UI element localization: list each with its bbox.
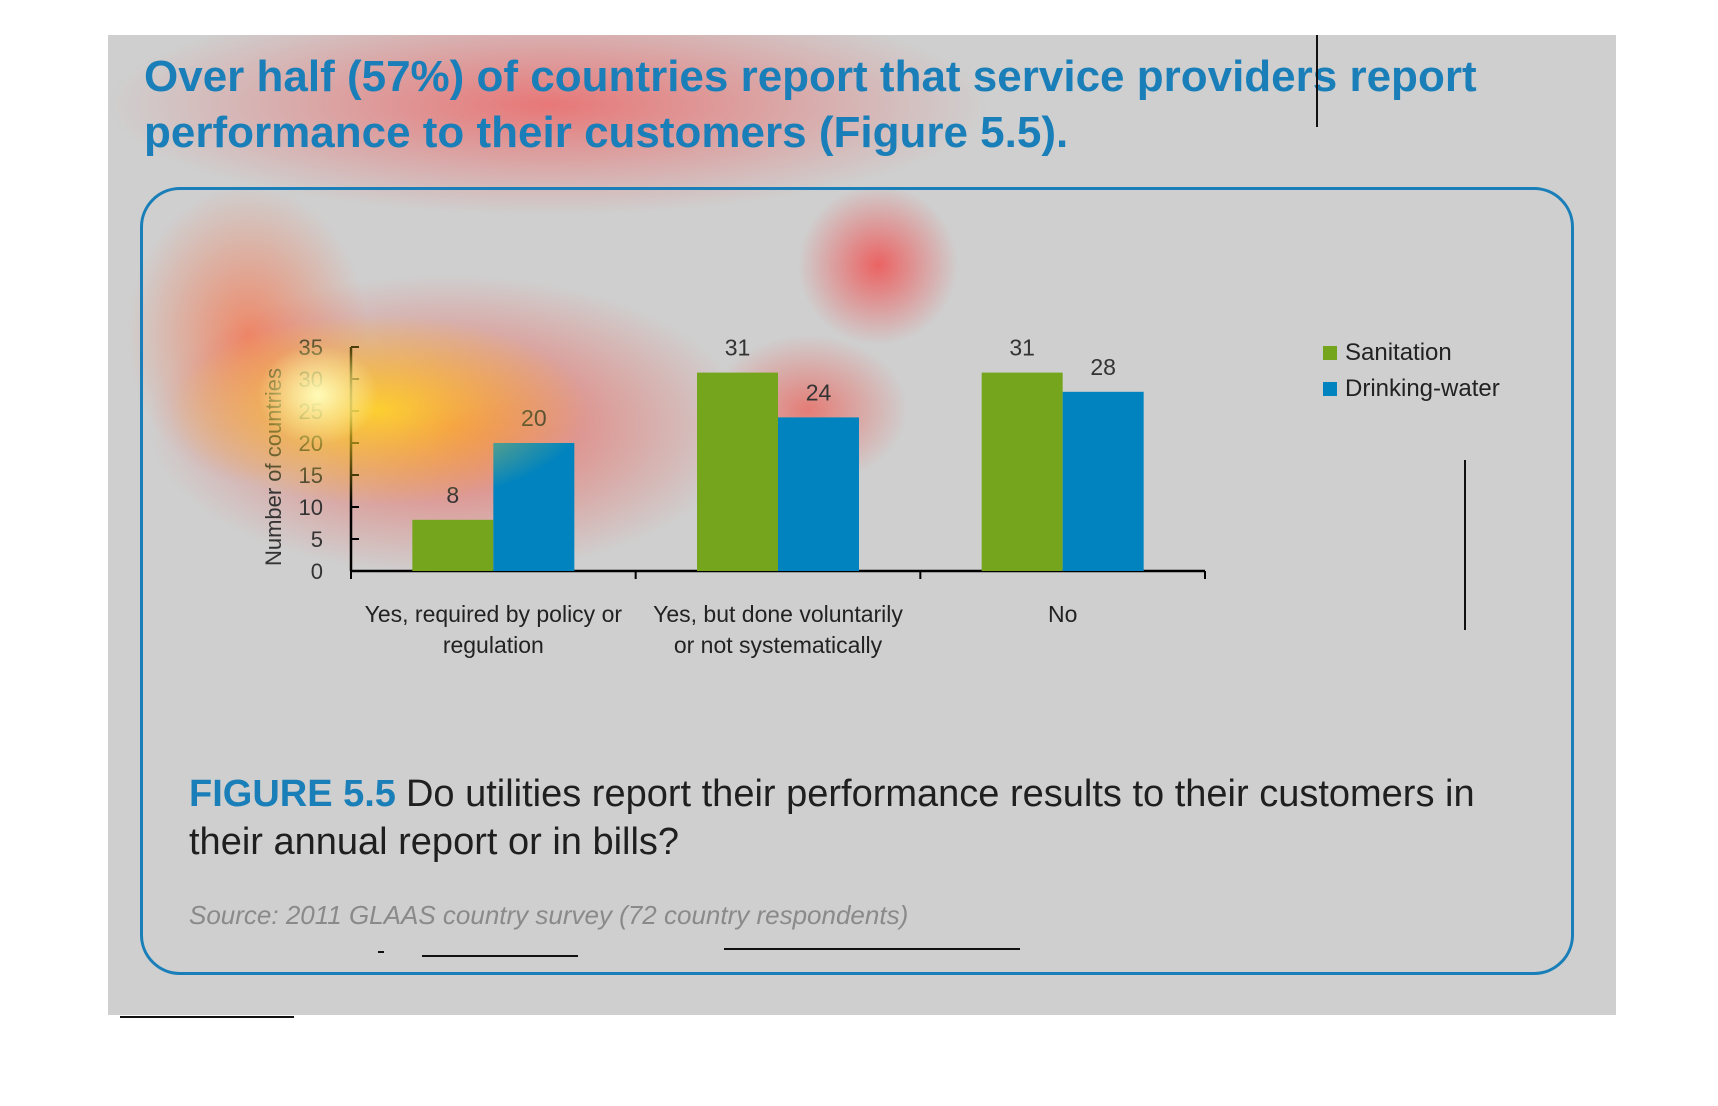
- bar-sanitation: [981, 372, 1063, 571]
- figure-label: FIGURE 5.5: [189, 773, 396, 815]
- figure-panel: 0 5 10 15 20 25 30 35 Number of countries 8 20 Yes,…: [140, 187, 1574, 975]
- bar-drinking-water: [493, 443, 575, 571]
- category-label: regulation: [443, 632, 544, 658]
- slide: Over half (57%) of countries report that…: [108, 35, 1616, 1015]
- data-label-drinking-water: 20: [521, 405, 547, 431]
- data-label-drinking-water: 24: [806, 379, 832, 405]
- chart-legend: Sanitation Drinking-water: [1323, 335, 1500, 407]
- legend-label-sanitation: Sanitation: [1345, 339, 1452, 366]
- y-tick-label: 10: [299, 495, 323, 520]
- figure-source: Source: 2011 GLAAS country survey (72 co…: [189, 900, 909, 930]
- divider-vertical: [1316, 35, 1318, 127]
- y-tick-label: 35: [299, 335, 323, 360]
- y-tick-label: 25: [299, 399, 323, 424]
- category-label: or not systematically: [674, 632, 883, 658]
- bar-chart: 0 5 10 15 20 25 30 35 Number of countries 8 20 Yes,…: [261, 335, 1206, 658]
- legend-swatch-sanitation: [1323, 346, 1337, 360]
- y-tick-label: 0: [311, 559, 323, 584]
- divider-line: [378, 951, 384, 953]
- y-tick-label: 20: [299, 431, 323, 456]
- y-tick-label: 30: [299, 367, 323, 392]
- y-tick-label: 5: [311, 527, 323, 552]
- divider-line: [120, 1016, 294, 1018]
- y-tick-label: 15: [299, 463, 323, 488]
- legend-item-drinking-water: Drinking-water: [1323, 371, 1500, 407]
- data-label-sanitation: 31: [1009, 335, 1035, 361]
- legend-swatch-drinking-water: [1323, 382, 1337, 396]
- divider-line: [422, 955, 578, 957]
- category-label: Yes, required by policy or: [365, 601, 623, 627]
- legend-item-sanitation: Sanitation: [1323, 335, 1500, 371]
- divider-line: [724, 948, 1020, 950]
- data-label-sanitation: 31: [725, 335, 751, 361]
- category-label: Yes, but done voluntarily: [653, 601, 903, 627]
- divider-vertical: [1464, 460, 1466, 630]
- legend-label-drinking-water: Drinking-water: [1345, 375, 1500, 402]
- figure-caption-text: Do utilities report their performance re…: [189, 773, 1475, 863]
- bar-drinking-water: [778, 417, 859, 571]
- headline: Over half (57%) of countries report that…: [144, 52, 1477, 157]
- figure-caption: FIGURE 5.5 Do utilities report their perf…: [189, 770, 1549, 866]
- data-label-sanitation: 8: [446, 482, 459, 508]
- bar-sanitation: [412, 519, 494, 571]
- bar-sanitation: [697, 372, 778, 571]
- y-axis-label: Number of countries: [261, 368, 286, 566]
- bar-drinking-water: [1062, 391, 1144, 571]
- data-label-drinking-water: 28: [1090, 354, 1116, 380]
- category-label: No: [1048, 601, 1077, 627]
